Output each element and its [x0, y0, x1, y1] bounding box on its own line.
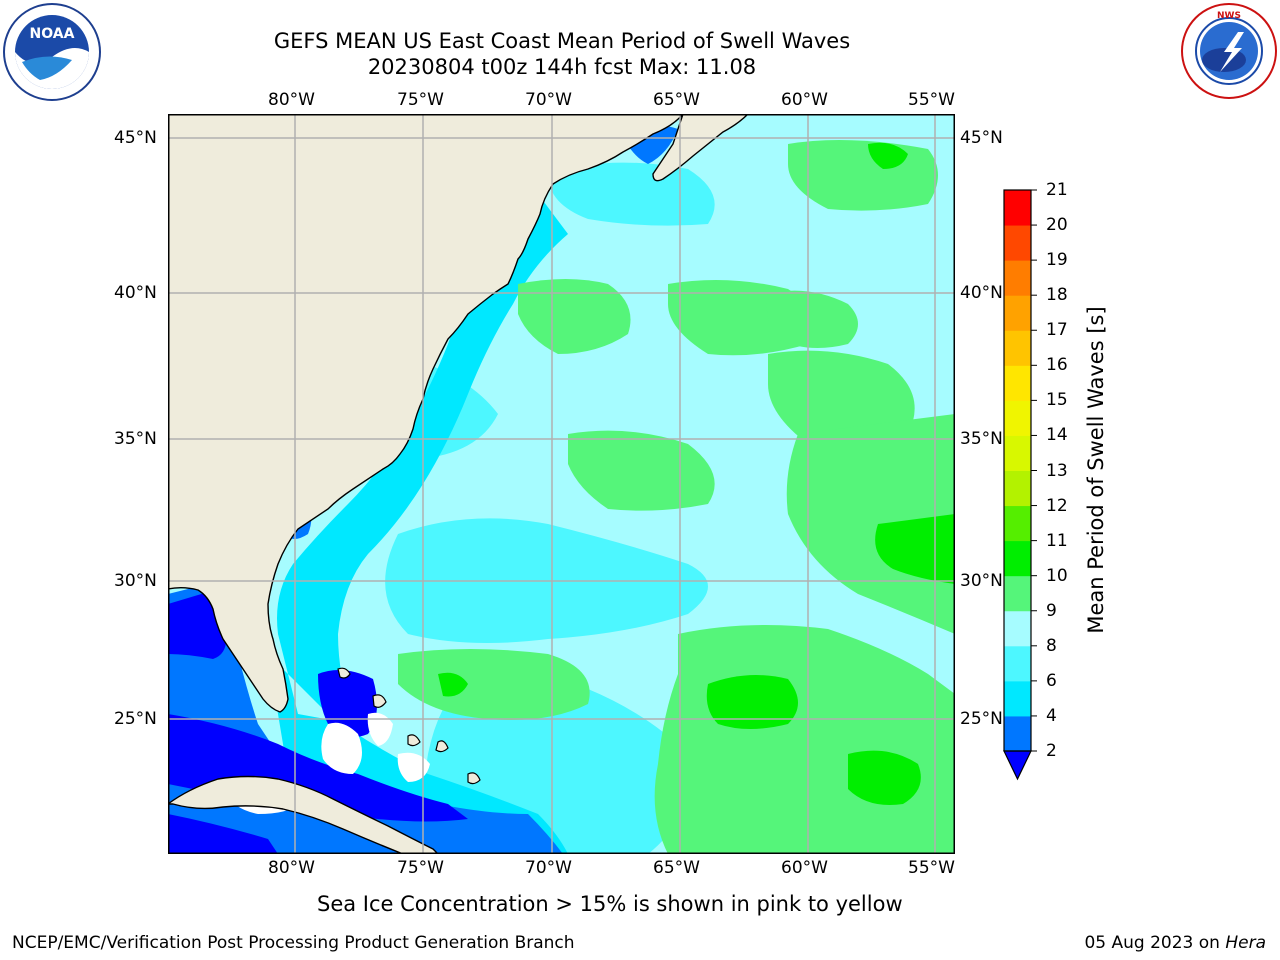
land-mass: [168, 114, 684, 713]
nws-logo: NWS: [1181, 3, 1277, 99]
colorbar-bin-18-19: [1004, 260, 1031, 296]
swell-zone-9-10: [398, 140, 955, 854]
colorbar-bin-13-14: [1004, 435, 1031, 471]
colorbar-bin-17-18: [1004, 295, 1031, 331]
lon-label-top-60w: 60°W: [781, 90, 828, 110]
lon-label-bottom-75w: 75°W: [397, 858, 444, 878]
lon-label-top-65w: 65°W: [653, 90, 700, 110]
land-bahamas: [337, 667, 481, 785]
colorbar-tick-label: 17: [1046, 320, 1068, 341]
chart-subtitle: 20230804 t00z 144h fcst Max: 11.08: [367, 55, 757, 79]
colorbar-tick-label: 10: [1046, 565, 1068, 586]
colorbar-bin-16-17: [1004, 330, 1031, 366]
lat-label-left-40n: 40°N: [114, 283, 157, 303]
footer-host: Hera: [1225, 933, 1266, 953]
colorbar-tick-label: 4: [1046, 705, 1057, 726]
colorbar-tick-label: 15: [1046, 390, 1068, 411]
lon-label-bottom-70w: 70°W: [525, 858, 572, 878]
lon-label-bottom-80w: 80°W: [268, 858, 315, 878]
colorbar-bins: [1003, 189, 1032, 781]
colorbar-ticks: [1031, 189, 1037, 752]
sea-ice-note: Sea Ice Concentration > 15% is shown in …: [317, 892, 903, 916]
map-panel: [168, 114, 955, 854]
colorbar-bin-20-21: [1004, 190, 1031, 226]
colorbar: [1003, 189, 1037, 781]
lat-label-left-30n: 30°N: [114, 571, 157, 591]
colorbar-tick-label: 21: [1046, 180, 1068, 200]
colorbar-bin-14-15: [1004, 400, 1031, 436]
colorbar-tick-label: 8: [1046, 635, 1057, 656]
colorbar-bin-12-13: [1004, 470, 1031, 507]
colorbar-bin-8-9: [1004, 610, 1031, 647]
colorbar-tick-label: 2: [1046, 741, 1057, 761]
footer-date: 05 Aug 2023 on Hera: [1084, 933, 1266, 953]
noaa-logo: NOAA: [3, 3, 101, 101]
colorbar-tick-label: 9: [1046, 600, 1057, 621]
colorbar-bin-6-8: [1004, 645, 1031, 682]
lat-label-right-35n: 35°N: [960, 429, 1003, 449]
colorbar-tick-label: 12: [1046, 495, 1068, 516]
colorbar-bin-11-12: [1004, 505, 1031, 542]
colorbar-bin-15-16: [1004, 365, 1031, 401]
colorbar-title: Mean Period of Swell Waves [s]: [1084, 306, 1108, 634]
lon-label-top-55w: 55°W: [908, 90, 955, 110]
colorbar-bin-2-4: [1004, 715, 1031, 752]
colorbar-tick-label: 19: [1046, 250, 1068, 271]
colorbar-tick-label: 6: [1046, 670, 1057, 691]
footer-date-text: 05 Aug 2023 on: [1084, 933, 1226, 953]
lon-label-bottom-65w: 65°W: [653, 858, 700, 878]
lon-label-bottom-60w: 60°W: [781, 858, 828, 878]
lon-label-top-70w: 70°W: [525, 90, 572, 110]
colorbar-under-triangle: [1003, 750, 1032, 781]
map-border: [168, 114, 955, 854]
land-nova-scotia: [652, 114, 749, 182]
lat-label-left-45n: 45°N: [114, 128, 157, 148]
graticule: [168, 114, 955, 854]
colorbar-tick-label: 13: [1046, 460, 1068, 481]
colorbar-bin-19-20: [1004, 225, 1031, 261]
lat-label-right-45n: 45°N: [960, 128, 1003, 148]
lat-label-right-25n: 25°N: [960, 709, 1003, 729]
lon-label-top-75w: 75°W: [397, 90, 444, 110]
footer-credit: NCEP/EMC/Verification Post Processing Pr…: [12, 933, 575, 953]
colorbar-tick-label: 20: [1046, 215, 1068, 236]
chart-title: GEFS MEAN US East Coast Mean Period of S…: [273, 29, 851, 53]
colorbar-tick-label: 11: [1046, 530, 1068, 551]
lon-label-bottom-55w: 55°W: [908, 858, 955, 878]
lon-label-top-80w: 80°W: [268, 90, 315, 110]
noaa-logo-text: NOAA: [30, 26, 75, 42]
lat-label-right-40n: 40°N: [960, 283, 1003, 303]
colorbar-tick-label: 18: [1046, 285, 1068, 306]
colorbar-bin-4-6: [1004, 680, 1031, 717]
colorbar-tick-label: 14: [1046, 425, 1068, 446]
colorbar-bin-9-10: [1004, 575, 1031, 612]
lat-label-right-30n: 30°N: [960, 571, 1003, 591]
colorbar-tick-label: 16: [1046, 355, 1068, 376]
colorbar-bin-10-11: [1004, 540, 1031, 577]
lat-label-left-35n: 35°N: [114, 429, 157, 449]
lat-label-left-25n: 25°N: [114, 709, 157, 729]
svg-text:NWS: NWS: [1217, 11, 1241, 21]
